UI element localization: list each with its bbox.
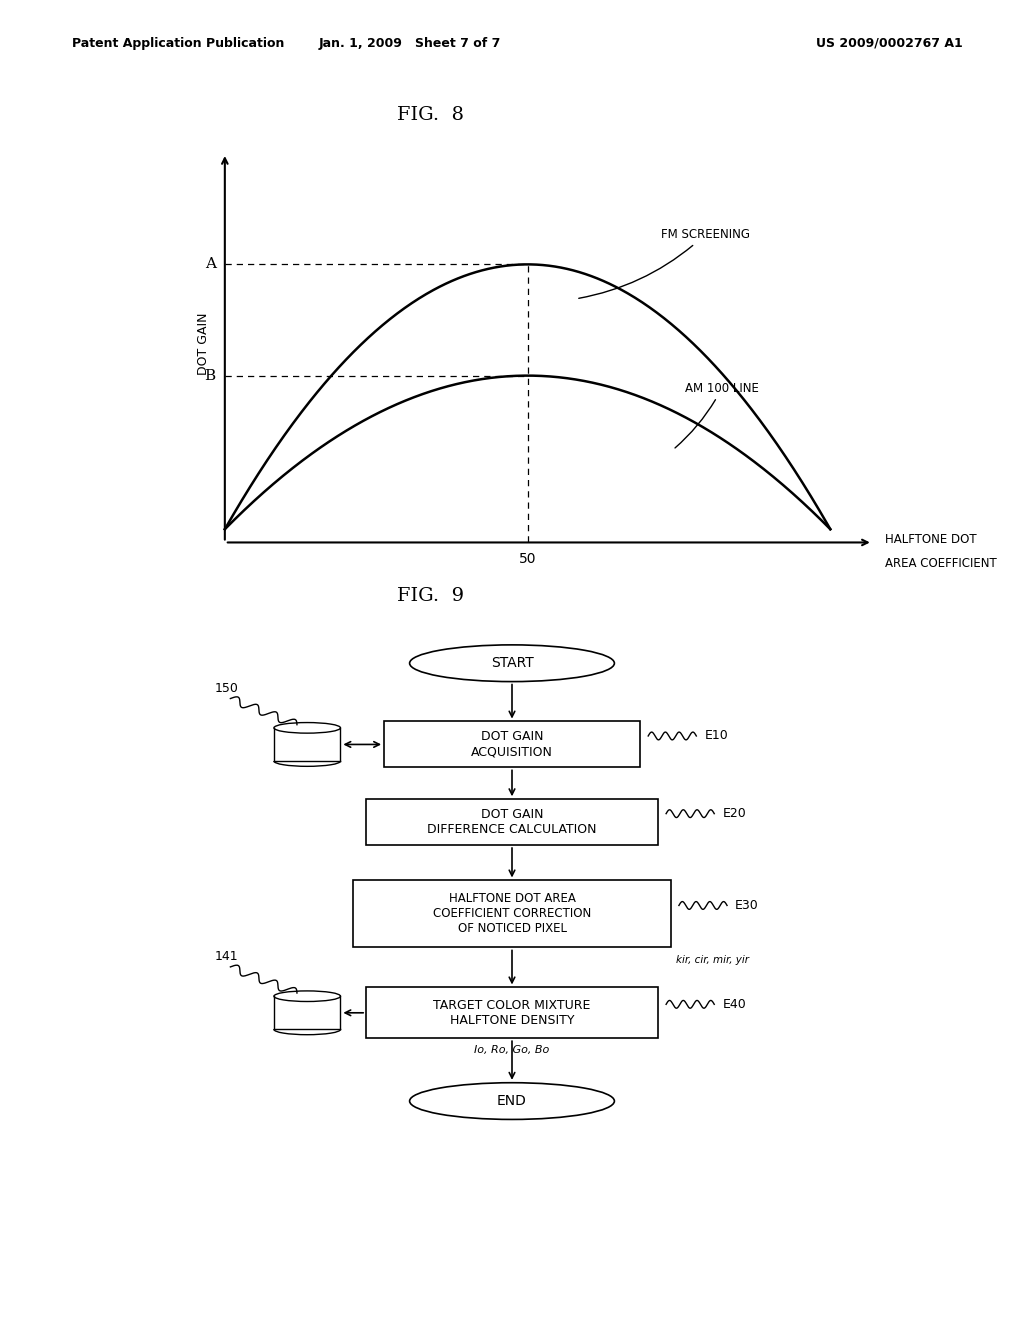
Text: FIG.  9: FIG. 9 [396,587,464,606]
Text: E30: E30 [735,899,759,912]
Text: DOT GAIN
ACQUISITION: DOT GAIN ACQUISITION [471,730,553,759]
Text: E20: E20 [723,807,746,820]
Text: DOT GAIN
DIFFERENCE CALCULATION: DOT GAIN DIFFERENCE CALCULATION [427,808,597,836]
Bar [384,722,640,767]
Ellipse shape [274,756,340,767]
Ellipse shape [274,722,340,733]
Text: HALFTONE DOT: HALFTONE DOT [885,533,977,546]
Text: DOT GAIN: DOT GAIN [198,313,210,375]
Text: END: END [497,1094,527,1107]
Ellipse shape [410,1082,614,1119]
Text: E10: E10 [705,730,728,742]
Ellipse shape [274,991,340,1002]
Text: Jan. 1, 2009   Sheet 7 of 7: Jan. 1, 2009 Sheet 7 of 7 [318,37,501,50]
Bar [367,799,658,845]
Text: TARGET COLOR MIXTURE
HALFTONE DENSITY: TARGET COLOR MIXTURE HALFTONE DENSITY [433,999,591,1027]
Text: FIG.  8: FIG. 8 [396,106,464,124]
Ellipse shape [410,645,614,681]
Text: US 2009/0002767 A1: US 2009/0002767 A1 [816,37,963,50]
Text: FM SCREENING: FM SCREENING [579,228,750,298]
Text: 50: 50 [519,552,537,566]
Bar [353,880,671,948]
Text: 150: 150 [215,682,239,696]
Text: Patent Application Publication: Patent Application Publication [72,37,284,50]
Text: Io, Ro, Go, Bo: Io, Ro, Go, Bo [474,1044,550,1055]
Text: E40: E40 [723,998,746,1011]
Text: 141: 141 [215,950,239,964]
Text: START: START [490,656,534,671]
Bar [272,1023,342,1030]
Text: A: A [205,257,216,272]
Ellipse shape [274,1024,340,1035]
Text: kir, cir, mir, yir: kir, cir, mir, yir [676,956,749,965]
Text: AREA COEFFICIENT: AREA COEFFICIENT [885,557,996,570]
Text: AM 100 LINE: AM 100 LINE [675,381,759,447]
Bar [272,755,342,762]
Text: HALFTONE DOT AREA
COEFFICIENT CORRECTION
OF NOTICED PIXEL: HALFTONE DOT AREA COEFFICIENT CORRECTION… [433,892,591,936]
Bar [367,987,658,1039]
Text: B: B [205,368,216,383]
